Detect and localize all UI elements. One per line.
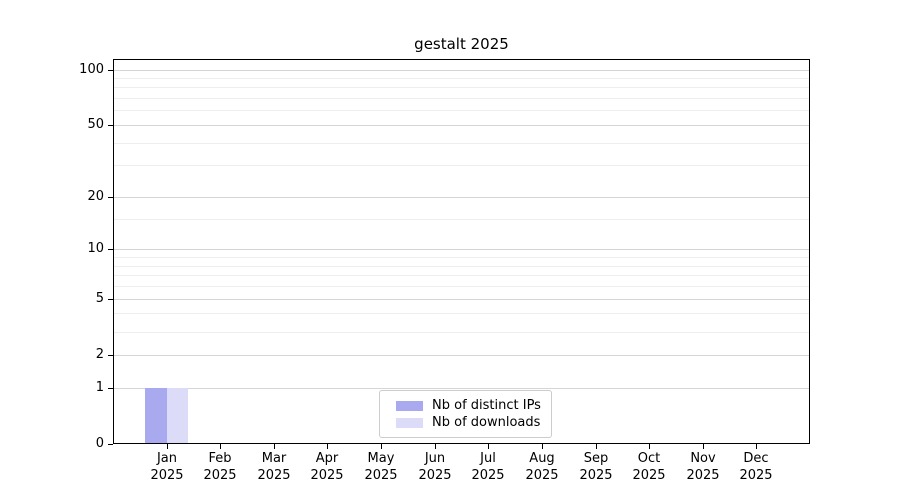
x-tick-label-year: 2025 <box>310 468 344 483</box>
x-tick-label: Sep 2025 <box>564 450 628 484</box>
plot-border <box>113 59 810 444</box>
x-tick-label-year: 2025 <box>525 468 559 483</box>
y-tick-mark <box>108 444 113 445</box>
x-tick-label-month: Jun <box>424 451 446 466</box>
chart-title: gestalt 2025 <box>414 35 509 53</box>
y-tick-label: 10 <box>87 241 104 256</box>
x-tick-label-year: 2025 <box>203 468 237 483</box>
x-tick-label-year: 2025 <box>739 468 773 483</box>
x-tick-label-month: Jul <box>480 451 496 466</box>
x-tick-label-year: 2025 <box>364 468 398 483</box>
x-tick-label: Jan 2025 <box>135 450 199 484</box>
x-tick-mark <box>649 444 650 449</box>
x-tick-label-month: Mar <box>261 451 287 466</box>
x-tick-label-year: 2025 <box>686 468 720 483</box>
x-tick-mark <box>596 444 597 449</box>
x-tick-label-month: Apr <box>315 451 339 466</box>
legend-label-downloads: Nb of downloads <box>432 415 541 430</box>
x-tick-mark <box>327 444 328 449</box>
y-tick-label: 100 <box>79 62 104 77</box>
x-tick-mark <box>435 444 436 449</box>
x-tick-label-month: Aug <box>529 451 555 466</box>
x-tick-label-year: 2025 <box>632 468 666 483</box>
x-tick-label: Jul 2025 <box>456 450 520 484</box>
x-tick-label-year: 2025 <box>418 468 452 483</box>
x-tick-label: Mar 2025 <box>242 450 306 484</box>
x-tick-mark <box>220 444 221 449</box>
legend: Nb of distinct IPs Nb of downloads <box>379 390 552 438</box>
y-tick-label: 50 <box>87 117 104 132</box>
legend-label-distinct-ips: Nb of distinct IPs <box>432 398 541 413</box>
x-tick-label-month: May <box>367 451 395 466</box>
y-tick-label: 1 <box>95 380 104 395</box>
x-tick-label: Oct 2025 <box>617 450 681 484</box>
x-tick-mark <box>167 444 168 449</box>
x-tick-label-year: 2025 <box>579 468 613 483</box>
x-tick-label-year: 2025 <box>257 468 291 483</box>
x-tick-label: Apr 2025 <box>295 450 359 484</box>
x-tick-label: Nov 2025 <box>671 450 735 484</box>
x-tick-label-year: 2025 <box>150 468 184 483</box>
y-tick-label: 0 <box>95 436 104 451</box>
x-tick-label: Jun 2025 <box>403 450 467 484</box>
legend-item-downloads: Nb of downloads <box>396 414 543 431</box>
x-tick-mark <box>542 444 543 449</box>
legend-item-distinct-ips: Nb of distinct IPs <box>396 397 543 414</box>
x-tick-label: Feb 2025 <box>188 450 252 484</box>
x-tick-mark <box>274 444 275 449</box>
x-tick-label: Aug 2025 <box>510 450 574 484</box>
y-tick-label: 5 <box>95 291 104 306</box>
x-tick-label: May 2025 <box>349 450 413 484</box>
x-tick-label-month: Oct <box>637 451 661 466</box>
legend-swatch-downloads <box>396 417 423 428</box>
x-tick-mark <box>381 444 382 449</box>
legend-swatch-distinct-ips <box>396 400 423 411</box>
x-tick-mark <box>756 444 757 449</box>
x-tick-mark <box>703 444 704 449</box>
x-tick-label-year: 2025 <box>471 468 505 483</box>
x-tick-label-month: Sep <box>583 451 609 466</box>
x-tick-mark <box>488 444 489 449</box>
y-tick-label: 20 <box>87 189 104 204</box>
x-tick-label-month: Dec <box>743 451 769 466</box>
x-tick-label: Dec 2025 <box>724 450 788 484</box>
x-tick-label-month: Feb <box>208 451 232 466</box>
y-tick-label: 2 <box>95 347 104 362</box>
x-tick-label-month: Nov <box>690 451 716 466</box>
x-tick-label-month: Jan <box>156 451 178 466</box>
